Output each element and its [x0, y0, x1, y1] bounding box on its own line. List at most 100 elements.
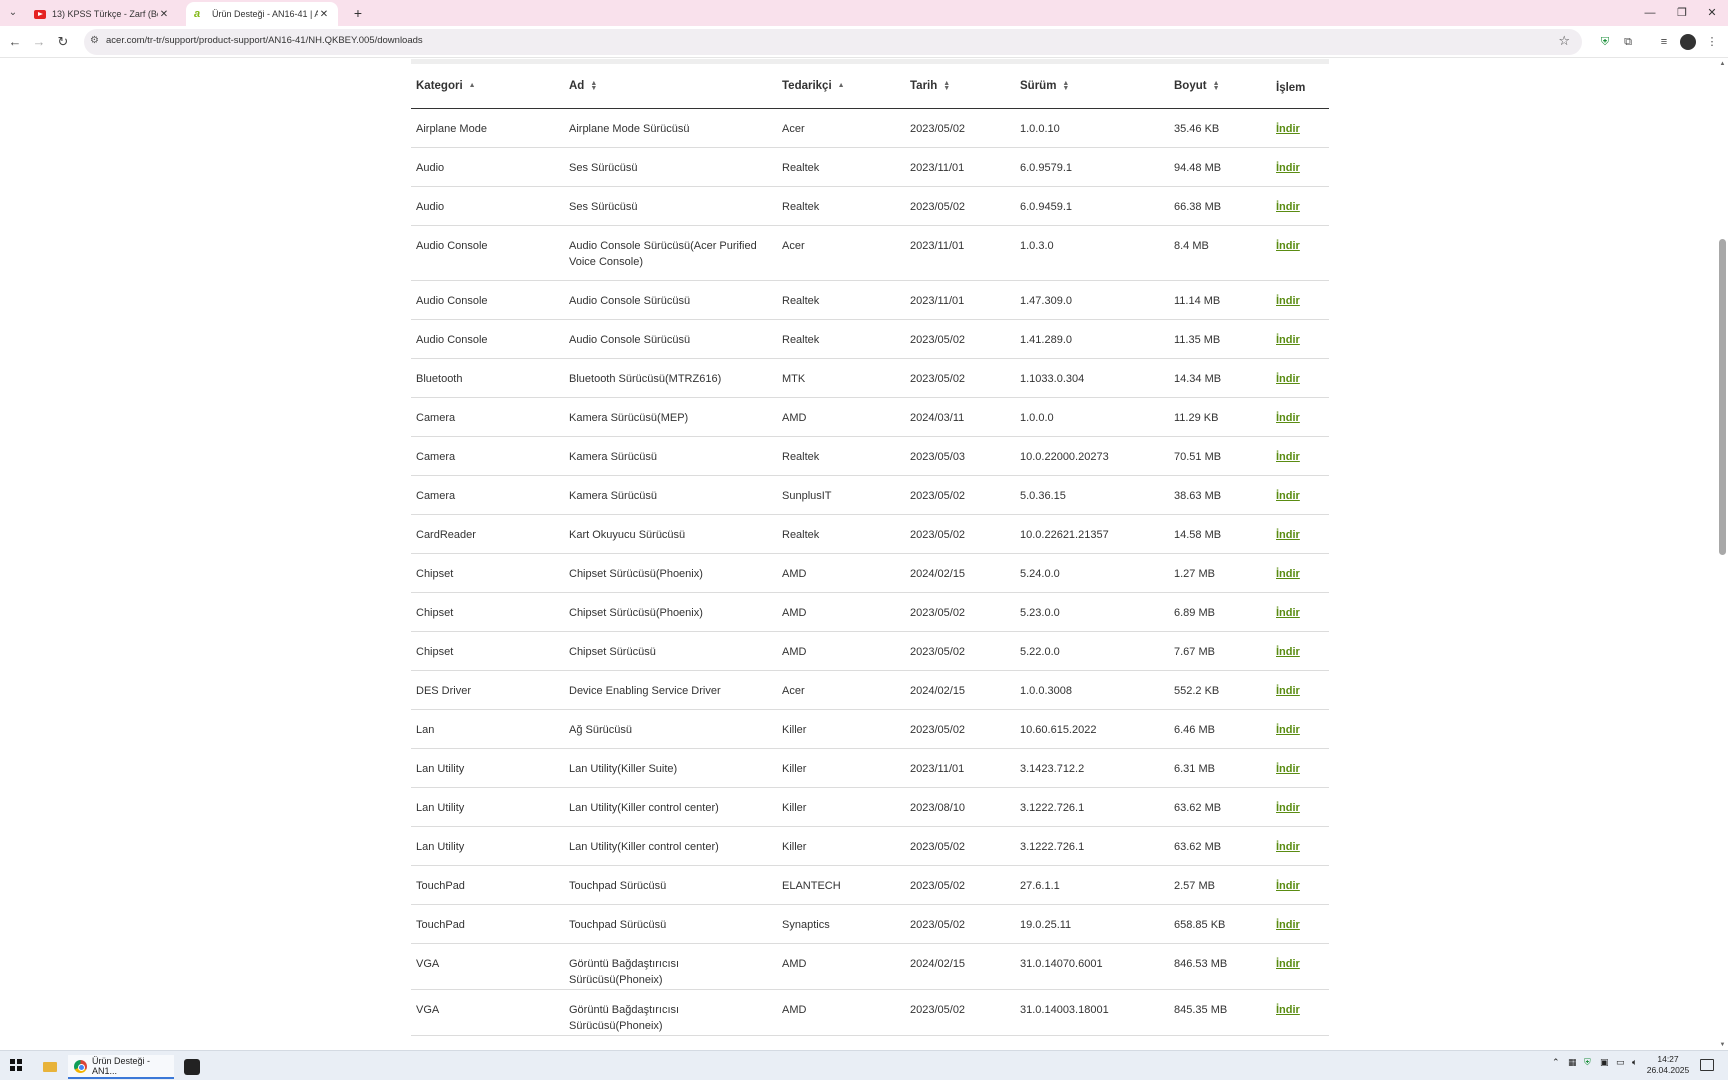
cell-date: 2023/11/01: [905, 280, 1015, 320]
tab-youtube[interactable]: 13) KPSS Türkçe - Zarf (Belirteç ✕: [26, 2, 178, 26]
tab-acer-support[interactable]: a Ürün Desteği - AN16-41 | Acer ✕: [186, 2, 338, 26]
windows-start-icon[interactable]: [10, 1059, 22, 1071]
download-link[interactable]: İndir: [1276, 372, 1300, 385]
table-row: TouchPad Touchpad Sürücüsü Synaptics 2023/0…: [411, 904, 1329, 944]
cell-date: 2023/05/02: [905, 989, 1015, 1036]
cell-size: 8.4 MB: [1169, 225, 1271, 281]
file-explorer-icon[interactable]: [40, 1055, 60, 1079]
download-link[interactable]: İndir: [1276, 801, 1300, 814]
cell-date: 2023/05/02: [905, 709, 1015, 749]
menu-kebab-icon[interactable]: ⋮: [1706, 36, 1718, 48]
taskbar-app-icon[interactable]: [184, 1059, 200, 1075]
cell-action: İndir: [1271, 514, 1329, 554]
taskbar: Ürün Desteği - AN1... ⌃ ▦ ⛨ ▣ ▭ 🔈︎ 14:27…: [0, 1050, 1728, 1080]
close-tab-icon[interactable]: ✕: [319, 8, 329, 20]
profile-avatar[interactable]: [1680, 34, 1696, 50]
section-divider: [411, 59, 1329, 64]
restore-icon[interactable]: ❐: [1677, 7, 1687, 19]
tray-app-icon[interactable]: ▣: [1600, 1057, 1609, 1067]
extension-shield-icon[interactable]: ⛨: [1600, 36, 1610, 48]
back-icon[interactable]: ←: [8, 34, 22, 49]
taskbar-chrome-button[interactable]: Ürün Desteği - AN1...: [68, 1055, 174, 1079]
column-header-size[interactable]: Boyut ▲ ▼: [1169, 64, 1271, 109]
new-tab-button[interactable]: +: [353, 5, 363, 21]
download-link[interactable]: İndir: [1276, 606, 1300, 619]
cell-date: 2024/02/15: [905, 553, 1015, 593]
cell-vendor: AMD: [777, 592, 905, 632]
download-link[interactable]: İndir: [1276, 200, 1300, 213]
media-control-icon[interactable]: ≡: [1660, 36, 1668, 48]
download-link[interactable]: İndir: [1276, 567, 1300, 580]
cell-name: Kamera Sürücüsü: [564, 436, 777, 476]
download-link[interactable]: İndir: [1276, 645, 1300, 658]
notification-icon[interactable]: [1700, 1059, 1714, 1071]
cell-vendor: Realtek: [777, 436, 905, 476]
close-tab-icon[interactable]: ✕: [159, 8, 169, 20]
cell-version: 1.0.0.3008: [1015, 670, 1169, 710]
clock-time: 14:27: [1657, 1054, 1679, 1064]
scrollbar-thumb[interactable]: [1719, 239, 1726, 555]
cell-name: Ağ Sürücüsü: [564, 709, 777, 749]
header-label: Tarih: [910, 79, 938, 92]
cell-size: 11.35 MB: [1169, 319, 1271, 359]
column-header-category[interactable]: Kategori ▲: [411, 64, 564, 109]
tray-volume-icon[interactable]: 🔈︎: [1632, 1057, 1638, 1067]
cell-vendor: Realtek: [777, 514, 905, 554]
cell-date: 2023/05/02: [905, 186, 1015, 226]
column-header-version[interactable]: Sürüm ▲ ▼: [1015, 64, 1169, 109]
cell-vendor: Realtek: [777, 280, 905, 320]
cell-category: Lan: [411, 709, 564, 749]
address-bar[interactable]: ⚙ acer.com/tr-tr/support/product-support…: [84, 29, 1582, 55]
download-link[interactable]: İndir: [1276, 450, 1300, 463]
tray-security-icon[interactable]: ⛨: [1584, 1057, 1591, 1067]
cell-name: Görüntü Bağdaştırıcısı Sürücüsü(Phoneix): [564, 989, 777, 1036]
bookmark-star-icon[interactable]: ☆: [1558, 33, 1570, 48]
download-link[interactable]: İndir: [1276, 723, 1300, 736]
scroll-up-icon[interactable]: ▲: [1719, 61, 1726, 67]
close-window-icon[interactable]: ✕: [1707, 7, 1717, 19]
acer-icon: a: [194, 8, 201, 20]
download-link[interactable]: İndir: [1276, 762, 1300, 775]
cell-name: Lan Utility(Killer control center): [564, 826, 777, 866]
download-link[interactable]: İndir: [1276, 489, 1300, 502]
download-link[interactable]: İndir: [1276, 879, 1300, 892]
table-row: Chipset Chipset Sürücüsü(Phoenix) AMD 2024/…: [411, 553, 1329, 593]
tab-search-icon[interactable]: ⌄: [8, 7, 18, 18]
tray-keyboard-icon[interactable]: ▦: [1568, 1057, 1577, 1067]
url-text[interactable]: acer.com/tr-tr/support/product-support/A…: [106, 35, 423, 46]
tray-chevron-icon[interactable]: ⌃: [1552, 1057, 1560, 1067]
download-link[interactable]: İndir: [1276, 239, 1300, 252]
download-link[interactable]: İndir: [1276, 294, 1300, 307]
download-link[interactable]: İndir: [1276, 918, 1300, 931]
sort-asc-icon: ▲: [468, 82, 476, 90]
download-link[interactable]: İndir: [1276, 411, 1300, 424]
download-link[interactable]: İndir: [1276, 840, 1300, 853]
download-link[interactable]: İndir: [1276, 333, 1300, 346]
download-link[interactable]: İndir: [1276, 528, 1300, 541]
scroll-down-icon[interactable]: ▼: [1719, 1042, 1726, 1048]
forward-icon[interactable]: →: [32, 34, 46, 49]
column-header-date[interactable]: Tarih ▲ ▼: [905, 64, 1015, 109]
minimize-icon[interactable]: —: [1644, 7, 1656, 19]
cell-category: Audio Console: [411, 280, 564, 320]
table-row: Camera Kamera Sürücüsü Realtek 2023/05/03 10…: [411, 436, 1329, 476]
cell-action: İndir: [1271, 670, 1329, 710]
column-header-name[interactable]: Ad ▲ ▼: [564, 64, 777, 109]
taskbar-clock[interactable]: 14:27 26.04.2025: [1644, 1054, 1692, 1076]
tray-network-icon[interactable]: ▭: [1616, 1057, 1625, 1067]
extensions-puzzle-icon[interactable]: ⧉: [1624, 36, 1632, 48]
cell-name: Kart Okuyucu Sürücüsü: [564, 514, 777, 554]
site-info-icon[interactable]: ⚙: [90, 35, 99, 46]
download-link[interactable]: İndir: [1276, 684, 1300, 697]
cell-size: 94.48 MB: [1169, 147, 1271, 187]
cell-category: VGA: [411, 989, 564, 1036]
cell-action: İndir: [1271, 225, 1329, 281]
download-link[interactable]: İndir: [1276, 122, 1300, 135]
download-link[interactable]: İndir: [1276, 1003, 1300, 1016]
download-link[interactable]: İndir: [1276, 161, 1300, 174]
column-header-vendor[interactable]: Tedarikçi ▲: [777, 64, 905, 109]
sort-asc-icon: ▲: [837, 82, 845, 90]
download-link[interactable]: İndir: [1276, 957, 1300, 970]
reload-icon[interactable]: ↻: [57, 34, 69, 49]
page-scrollbar[interactable]: ▲ ▼: [1717, 59, 1728, 1050]
